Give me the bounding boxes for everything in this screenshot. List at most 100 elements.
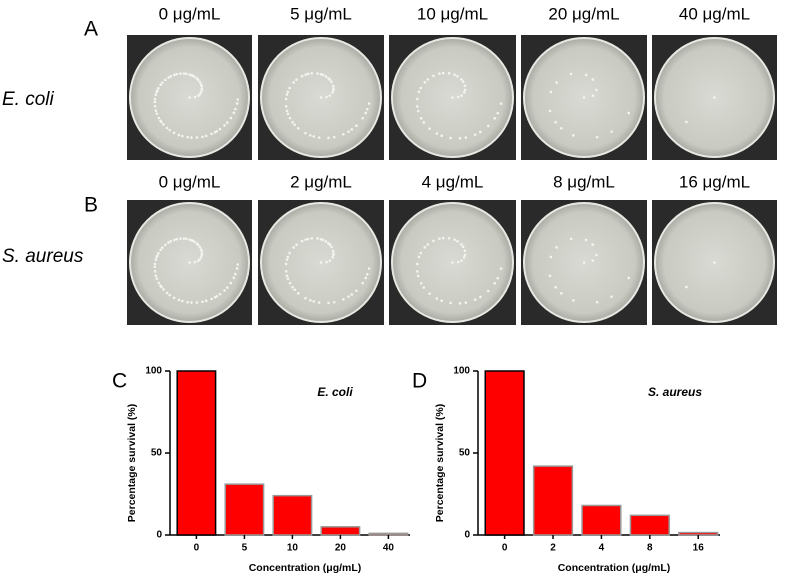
colony: [486, 289, 490, 293]
colony: [330, 80, 333, 84]
colony: [153, 262, 157, 266]
colony: [464, 136, 468, 139]
colony: [177, 298, 181, 302]
colony: [460, 243, 463, 246]
colony: [284, 105, 288, 108]
colony: [610, 295, 613, 298]
colony: [572, 134, 575, 137]
bar: [484, 370, 525, 536]
colony: [285, 93, 289, 96]
colony: [493, 117, 496, 120]
colony: [417, 255, 421, 259]
colony: [229, 116, 233, 120]
colony: [296, 291, 300, 295]
colony: [155, 254, 159, 258]
colony: [167, 76, 170, 79]
colony: [499, 102, 503, 105]
colony: [234, 272, 237, 276]
colony: [319, 72, 323, 76]
colony: [169, 75, 173, 78]
colony: [324, 75, 328, 78]
colony: [199, 91, 203, 94]
colony: [453, 238, 456, 242]
colony: [331, 84, 335, 88]
colony: [210, 132, 213, 136]
bar: [532, 465, 574, 536]
colony: [286, 277, 290, 281]
colony: [179, 72, 182, 75]
colony: [186, 300, 189, 304]
colony: [309, 134, 312, 137]
concentration-label: 4 μg/mL: [422, 172, 484, 191]
y-tick-label: 50: [459, 448, 471, 459]
y-axis-label: Percentage survival (%): [434, 404, 446, 522]
colony: [456, 74, 459, 78]
y-tick-label: 50: [151, 448, 163, 459]
colony: [190, 136, 193, 139]
colony: [201, 135, 204, 139]
colony: [463, 88, 467, 92]
x-tick-label: 0: [194, 543, 200, 554]
colony: [184, 72, 188, 76]
colony: [213, 130, 217, 134]
colony: [288, 281, 292, 285]
colony: [416, 262, 419, 266]
annotation: E. coli: [317, 385, 353, 399]
colony: [462, 255, 466, 259]
colony: [162, 123, 165, 126]
panel-label: D: [412, 370, 427, 393]
x-axis-label: Concentration (μg/mL): [558, 562, 671, 574]
colony: [200, 252, 204, 255]
colony: [285, 274, 289, 278]
colony: [419, 251, 423, 255]
colony: [713, 96, 716, 99]
colony: [235, 267, 239, 270]
colony: [232, 276, 236, 280]
colony: [232, 111, 236, 115]
panel-label: A: [84, 18, 98, 41]
colony: [173, 238, 176, 242]
colony: [181, 134, 184, 138]
colony: [188, 238, 191, 241]
concentration-label: 2 μg/mL: [290, 172, 352, 191]
colony: [591, 243, 595, 246]
colony: [342, 132, 345, 136]
colony: [595, 88, 598, 92]
colony: [458, 137, 462, 140]
concentration-label: 40 μg/mL: [679, 4, 750, 23]
colony: [364, 111, 368, 115]
colony: [595, 300, 599, 304]
colony: [218, 292, 222, 296]
colony: [327, 241, 330, 245]
colony: [306, 237, 310, 241]
colony: [153, 104, 157, 108]
colony: [451, 261, 454, 264]
colony: [172, 131, 176, 135]
colony: [188, 261, 191, 264]
colony: [199, 248, 203, 251]
colony: [449, 136, 452, 140]
x-tick-label: 2: [550, 543, 556, 554]
bar: [320, 526, 361, 536]
colony: [286, 255, 290, 259]
x-tick-label: 20: [335, 543, 347, 554]
colony: [198, 245, 202, 249]
colony: [321, 73, 325, 77]
colony: [154, 109, 158, 113]
x-tick-label: 4: [599, 543, 605, 554]
colony: [153, 97, 157, 101]
x-tick-label: 5: [242, 543, 248, 554]
colony: [549, 255, 553, 259]
colony: [496, 111, 499, 115]
colony: [438, 237, 441, 240]
x-tick-label: 16: [693, 543, 705, 554]
x-tick-label: 40: [383, 543, 395, 554]
colony: [441, 236, 445, 240]
colony: [584, 238, 588, 242]
colony: [169, 240, 173, 243]
bar: [272, 494, 313, 536]
colony: [165, 126, 169, 130]
colony: [440, 134, 444, 138]
colony: [453, 73, 456, 77]
colony: [204, 299, 208, 303]
